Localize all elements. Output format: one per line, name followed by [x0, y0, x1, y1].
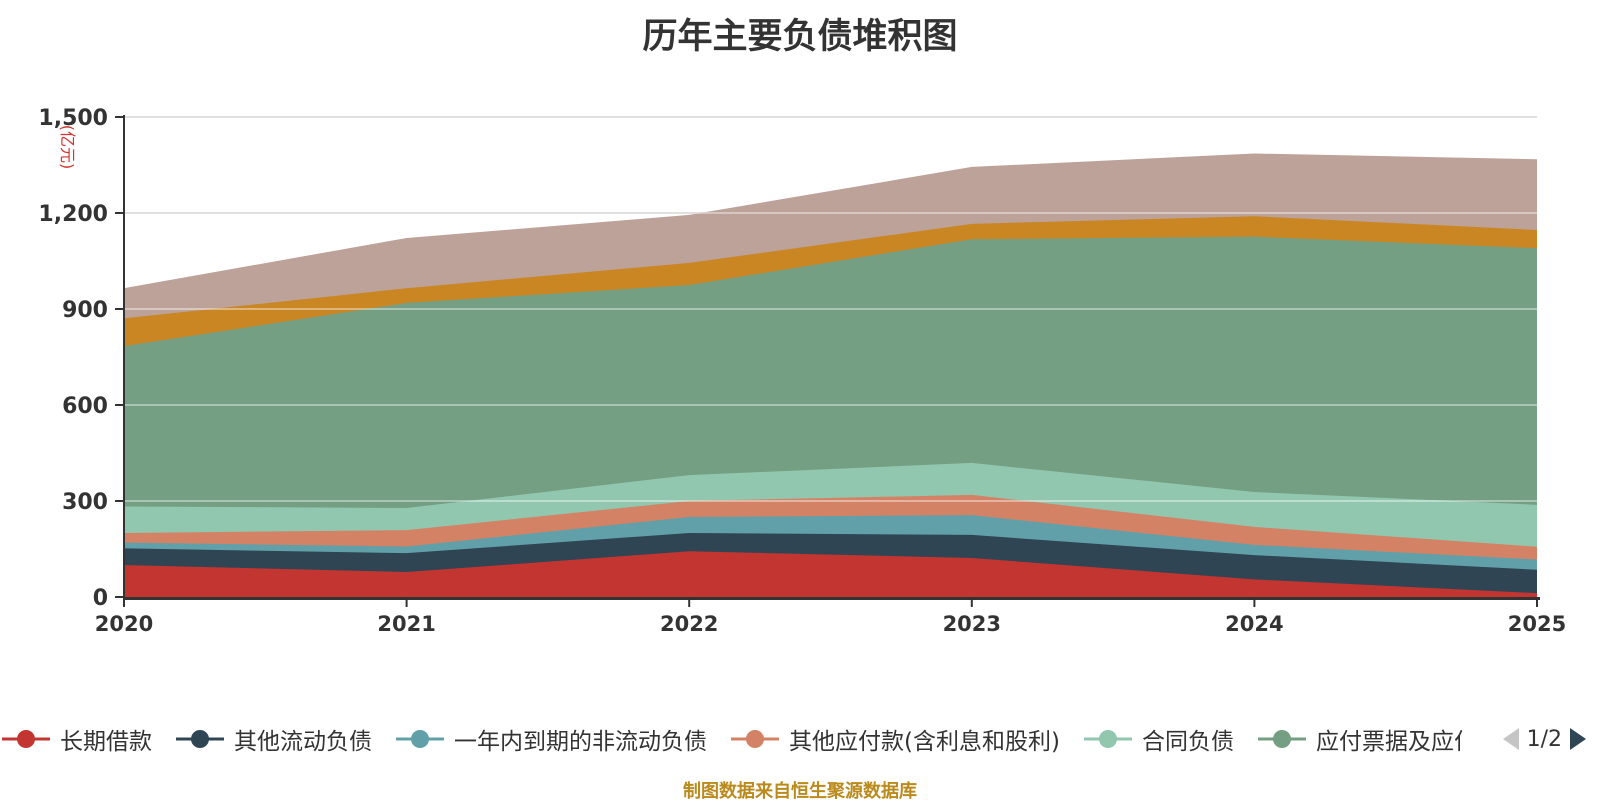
x-tick-label-4: 2024: [1225, 612, 1283, 636]
data-source-note: 制图数据来自恒生聚源数据库: [683, 781, 917, 802]
x-tick-label-2: 2022: [660, 612, 718, 636]
x-tick-label-0: 2020: [95, 612, 153, 636]
legend-item-4[interactable]: 合同负债: [1083, 722, 1234, 756]
legend-line-marker-icon: [396, 730, 444, 748]
legend-pager: 1/2: [1502, 726, 1586, 752]
legend-line-marker-icon: [2, 730, 50, 748]
legend: 长期借款 其他流动负债 一年内到期的非流动负债 其他应付款(含利息和股利) 合同负债 应付…: [2, 722, 1586, 756]
legend-line-marker-icon: [1257, 730, 1306, 748]
x-tick-label-1: 2021: [377, 612, 435, 636]
legend-prev-page-icon[interactable]: [1502, 728, 1519, 750]
y-tick-label-4: 1,200: [38, 202, 108, 227]
legend-item-2[interactable]: 一年内到期的非流动负债: [396, 722, 707, 756]
legend-item-label: 长期借款: [60, 729, 152, 755]
legend-item-label: 其他应付款(含利息和股利): [789, 729, 1060, 755]
legend-item-label: 合同负债: [1141, 729, 1234, 755]
chart-title: 历年主要负债堆积图: [642, 17, 958, 57]
legend-item-5[interactable]: 应付票据及应付: [1257, 722, 1462, 756]
x-tick-label-3: 2023: [943, 612, 1001, 636]
y-tick-label-2: 600: [62, 394, 108, 419]
y-tick-label-1: 300: [62, 490, 108, 515]
area-series-0: [124, 551, 1537, 597]
legend-item-0[interactable]: 长期借款: [2, 722, 152, 756]
legend-line-marker-icon: [1083, 730, 1132, 748]
legend-item-1[interactable]: 其他流动负债: [176, 722, 372, 756]
y-axis-unit-label: (亿元): [58, 125, 77, 170]
legend-line-marker-icon: [176, 730, 224, 748]
y-tick-label-5: 1,500: [38, 106, 108, 131]
legend-page-indicator: 1/2: [1526, 726, 1562, 752]
legend-item-label: 其他流动负债: [234, 729, 372, 755]
legend-item-label: 一年内到期的非流动负债: [454, 729, 707, 755]
y-tick-label-0: 0: [93, 586, 108, 611]
legend-item-label: 应付票据及应付: [1315, 729, 1462, 755]
legend-next-page-icon[interactable]: [1570, 728, 1586, 750]
legend-item-3[interactable]: 其他应付款(含利息和股利): [731, 722, 1060, 756]
x-tick-label-5: 2025: [1508, 612, 1566, 636]
legend-line-marker-icon: [731, 730, 779, 748]
y-tick-label-3: 900: [62, 298, 108, 323]
